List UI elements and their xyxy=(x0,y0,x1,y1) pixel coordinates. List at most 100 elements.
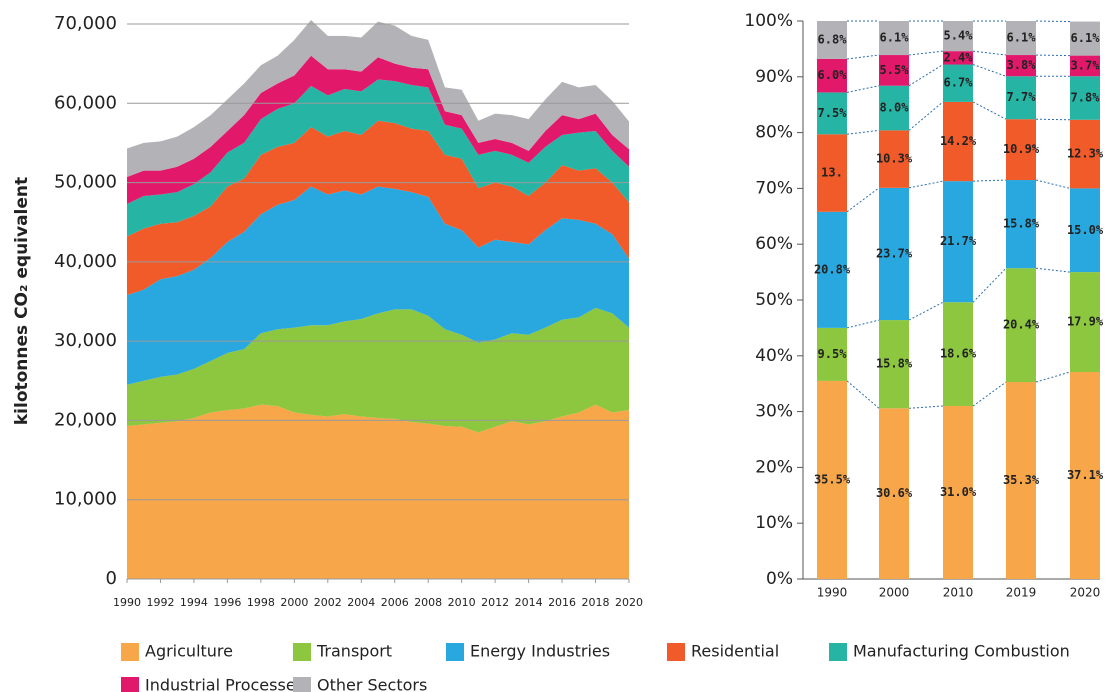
x-tick-label: 1996 xyxy=(213,596,241,609)
y-tick-label: 90% xyxy=(755,67,793,87)
y-tick-label: 80% xyxy=(755,123,793,143)
bar-segment xyxy=(879,21,909,56)
value-label: 7.5% xyxy=(818,106,848,120)
value-label: 7.7% xyxy=(1007,90,1037,104)
value-label: 6.1% xyxy=(1007,31,1037,45)
bar-segment xyxy=(943,302,973,407)
value-label: 35.3% xyxy=(1003,473,1040,487)
x-tick-label: 1992 xyxy=(146,596,174,609)
value-label: 14.2% xyxy=(940,134,977,148)
bar-segment xyxy=(817,92,847,135)
value-label: 30.6% xyxy=(876,486,913,500)
x-tick-label: 2012 xyxy=(481,596,509,609)
value-label: 6.1% xyxy=(1071,31,1101,45)
area xyxy=(127,55,629,204)
connector-line xyxy=(908,101,944,131)
legend-swatch xyxy=(121,677,139,692)
bar-segment xyxy=(1070,272,1100,372)
bar-segment xyxy=(1070,119,1100,189)
connector-line xyxy=(846,380,880,409)
connector-line xyxy=(846,319,880,329)
value-label: 3.7% xyxy=(1071,58,1101,72)
value-label: 15.8% xyxy=(1003,217,1040,231)
x-tick-label: 2000 xyxy=(879,586,910,600)
bar-segment xyxy=(1006,382,1036,579)
area xyxy=(127,404,629,579)
bar-segment xyxy=(879,187,909,321)
value-label: 6.8% xyxy=(818,32,848,46)
bar-segment xyxy=(943,21,973,52)
value-label: 15.8% xyxy=(876,357,913,371)
connector-line xyxy=(908,50,944,56)
y-tick-label: 0% xyxy=(766,569,793,589)
bar-segment xyxy=(817,327,847,381)
x-tick-label: 2006 xyxy=(381,596,409,609)
legend-label: Energy Industries xyxy=(470,642,610,661)
value-label: 20.8% xyxy=(814,262,851,276)
y-tick-label: 60,000 xyxy=(54,92,117,113)
value-label: 6.0% xyxy=(818,68,848,82)
connector-line xyxy=(972,50,1007,56)
bar-segment xyxy=(817,58,847,93)
area xyxy=(127,120,629,296)
connector-line xyxy=(972,381,1007,407)
y-tick-label: 30,000 xyxy=(54,330,117,351)
bar-segment xyxy=(879,320,909,409)
value-label: 21.7% xyxy=(940,234,977,248)
x-tick-label: 1990 xyxy=(817,586,848,600)
y-tick-label: 50% xyxy=(755,290,793,310)
legend-label: Manufacturing Combustion xyxy=(853,642,1070,661)
bar-segment xyxy=(879,85,909,131)
value-label: 10.3% xyxy=(876,152,913,166)
legend-swatch xyxy=(446,643,464,661)
y-tick-label: 20,000 xyxy=(54,409,117,430)
value-label: 2.4% xyxy=(944,50,974,64)
y-tick-label: 10,000 xyxy=(54,489,117,510)
x-tick-label: 2020 xyxy=(1070,586,1101,600)
bar-segment xyxy=(1070,371,1100,579)
bar-segment xyxy=(817,380,847,579)
y-tick-label: 60% xyxy=(755,234,793,254)
connector-line xyxy=(846,129,880,135)
value-label: 18.6% xyxy=(940,347,977,361)
legend-label: Industrial Processes xyxy=(145,676,304,692)
y-tick-label: 100% xyxy=(744,11,793,31)
legend-swatch xyxy=(121,643,139,661)
connector-line xyxy=(972,64,1007,77)
value-label: 31.0% xyxy=(940,485,977,499)
bar-segment xyxy=(943,64,973,102)
legend-swatch xyxy=(667,643,685,661)
connector-line xyxy=(908,180,944,189)
x-tick-label: 2020 xyxy=(615,596,643,609)
y-tick-label: 30% xyxy=(755,402,793,422)
bar-segment xyxy=(1006,119,1036,181)
bar-segment xyxy=(1006,76,1036,120)
legend-label: Other Sectors xyxy=(317,676,427,692)
legend-swatch xyxy=(293,677,311,692)
bar-segment xyxy=(817,21,847,59)
x-tick-label: 2008 xyxy=(414,596,442,609)
y-tick-label: 50,000 xyxy=(54,172,117,193)
value-label: 12.3% xyxy=(1067,147,1104,161)
connector-line xyxy=(1035,267,1071,273)
y-tick-label: 70,000 xyxy=(54,13,117,34)
x-tick-label: 1998 xyxy=(247,596,275,609)
connector-line xyxy=(1035,20,1071,23)
y-tick-label: 0 xyxy=(106,568,117,589)
x-tick-label: 2010 xyxy=(943,586,974,600)
connector-line xyxy=(1035,371,1071,383)
bar-segment xyxy=(1006,180,1036,269)
bar-segment xyxy=(1070,76,1100,120)
area xyxy=(127,79,629,237)
y-tick-label: 20% xyxy=(755,457,793,477)
y-tick-label: 10% xyxy=(755,513,793,533)
value-label: 3.8% xyxy=(1007,58,1037,72)
value-label: 6.1% xyxy=(880,31,910,45)
x-tick-label: 1990 xyxy=(113,596,141,609)
bar-segment xyxy=(879,408,909,579)
legend-swatch xyxy=(293,643,311,661)
value-label: 6.7% xyxy=(944,76,974,90)
legend-swatch xyxy=(829,643,847,661)
value-label: 8.0% xyxy=(880,101,910,115)
